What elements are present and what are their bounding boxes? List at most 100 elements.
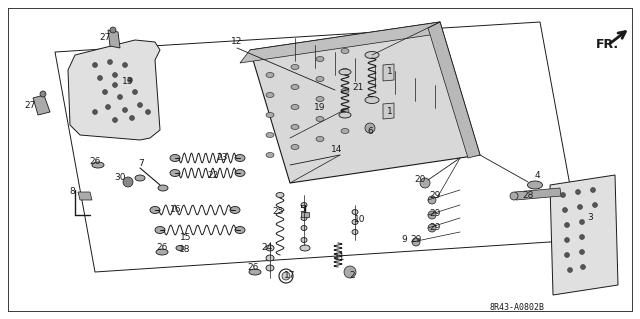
Text: 7: 7 (138, 159, 144, 167)
Circle shape (127, 78, 132, 83)
Text: 27: 27 (24, 100, 36, 109)
Text: 17: 17 (284, 271, 296, 279)
Polygon shape (240, 22, 440, 63)
Circle shape (93, 109, 97, 115)
Circle shape (113, 83, 118, 87)
Text: 25: 25 (272, 207, 284, 217)
Text: 23: 23 (216, 153, 228, 162)
Text: 8R43-A0802B: 8R43-A0802B (490, 302, 545, 311)
Ellipse shape (291, 105, 299, 109)
Circle shape (113, 72, 118, 78)
Circle shape (40, 91, 46, 97)
Ellipse shape (150, 206, 160, 213)
Ellipse shape (301, 216, 307, 220)
Text: 1: 1 (387, 68, 393, 77)
Ellipse shape (339, 112, 351, 118)
Text: 11: 11 (334, 254, 346, 263)
Text: 19: 19 (314, 102, 326, 112)
Polygon shape (383, 64, 394, 81)
Ellipse shape (266, 152, 274, 158)
Ellipse shape (301, 238, 307, 242)
Ellipse shape (266, 265, 274, 271)
Ellipse shape (176, 246, 184, 250)
Text: 13: 13 (122, 78, 134, 86)
Ellipse shape (135, 175, 145, 181)
Text: 29: 29 (429, 209, 441, 218)
Circle shape (428, 211, 436, 219)
Text: 2: 2 (349, 271, 355, 279)
Ellipse shape (266, 245, 274, 251)
Polygon shape (550, 175, 618, 295)
Polygon shape (383, 103, 394, 119)
Text: 26: 26 (156, 242, 168, 251)
Ellipse shape (341, 108, 349, 114)
Circle shape (577, 204, 582, 210)
Text: 24: 24 (261, 243, 273, 253)
Text: 28: 28 (522, 190, 534, 199)
Circle shape (563, 207, 568, 212)
Ellipse shape (341, 69, 349, 73)
Ellipse shape (365, 51, 379, 58)
Ellipse shape (170, 154, 180, 161)
Text: 10: 10 (355, 216, 365, 225)
Circle shape (428, 224, 436, 232)
Circle shape (568, 268, 573, 272)
Text: 12: 12 (231, 38, 243, 47)
Polygon shape (301, 212, 309, 217)
Circle shape (97, 76, 102, 80)
Ellipse shape (266, 113, 274, 117)
Circle shape (420, 178, 430, 188)
Text: 18: 18 (179, 246, 191, 255)
Circle shape (132, 90, 138, 94)
Ellipse shape (341, 129, 349, 133)
Ellipse shape (352, 219, 358, 225)
Circle shape (564, 253, 570, 257)
Circle shape (122, 108, 127, 113)
Text: 9: 9 (401, 235, 407, 244)
Polygon shape (78, 192, 92, 200)
Circle shape (365, 123, 375, 133)
Circle shape (123, 177, 133, 187)
Text: 26: 26 (90, 158, 100, 167)
Text: 1: 1 (387, 108, 393, 116)
Ellipse shape (170, 169, 180, 176)
Ellipse shape (352, 210, 358, 214)
Text: FR.: FR. (596, 39, 619, 51)
Ellipse shape (235, 154, 245, 161)
Text: 14: 14 (332, 145, 342, 154)
Circle shape (579, 249, 584, 255)
Ellipse shape (230, 206, 240, 213)
Ellipse shape (316, 97, 324, 101)
Text: 6: 6 (367, 127, 373, 136)
Circle shape (106, 105, 111, 109)
Ellipse shape (155, 226, 165, 234)
Ellipse shape (235, 226, 245, 234)
Polygon shape (68, 40, 160, 140)
Circle shape (428, 196, 436, 204)
Circle shape (110, 27, 116, 33)
Ellipse shape (235, 169, 245, 176)
Ellipse shape (249, 269, 261, 275)
Circle shape (108, 60, 113, 64)
Text: 30: 30 (115, 174, 125, 182)
Ellipse shape (341, 48, 349, 54)
Ellipse shape (339, 69, 351, 75)
Text: 27: 27 (99, 33, 111, 41)
Ellipse shape (266, 132, 274, 137)
Ellipse shape (365, 97, 379, 103)
Text: 26: 26 (247, 263, 259, 272)
Ellipse shape (291, 64, 299, 70)
Circle shape (122, 63, 127, 68)
Ellipse shape (316, 77, 324, 81)
Circle shape (138, 102, 143, 108)
Text: 21: 21 (352, 84, 364, 93)
Ellipse shape (316, 56, 324, 62)
Circle shape (344, 266, 356, 278)
Circle shape (93, 63, 97, 68)
Circle shape (102, 90, 108, 94)
Ellipse shape (301, 226, 307, 231)
Text: 8: 8 (69, 188, 75, 197)
Ellipse shape (276, 192, 284, 197)
Circle shape (580, 264, 586, 270)
Circle shape (579, 234, 584, 240)
